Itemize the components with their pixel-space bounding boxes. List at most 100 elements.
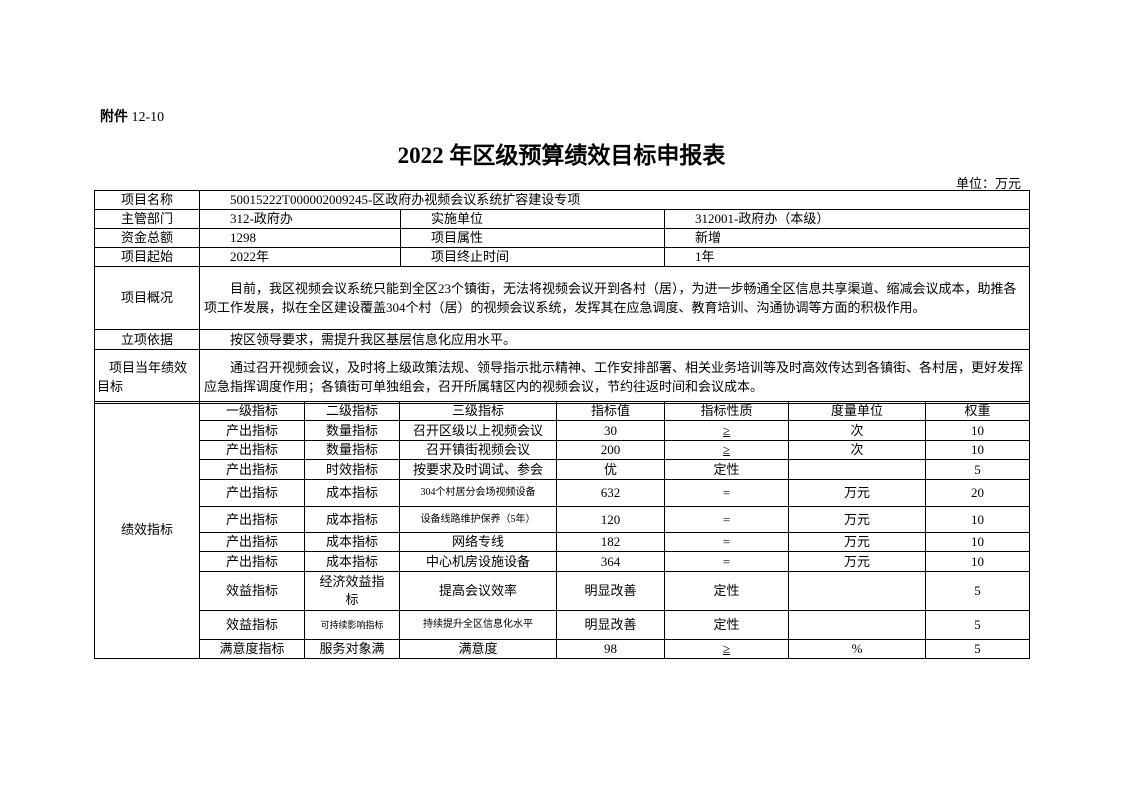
cell-label: 项目概况 [94,266,200,330]
indicator-cell: 可持续影响指标 [304,610,400,640]
cell-label: 项目名称 [94,190,200,210]
attachment-number: 12-10 [131,110,165,125]
indicator-cell: 定性 [664,610,789,640]
indicator-cell: 经济效益指标 [304,571,400,611]
indicator-cell [788,459,926,480]
indicator-cell: 次 [788,420,926,441]
indicator-row: 产出指标 数量指标 召开区级以上视频会议 30 ≥ 次 10 [95,420,1030,441]
indicator-cell: 提高会议效率 [399,571,557,611]
cell-label: 项目起始 [94,247,200,267]
dept: 312-政府办 [199,209,401,229]
indicator-cell: % [788,639,926,659]
indicator-cell: 632 [556,479,665,507]
indicator-cell: 产出指标 [199,506,305,533]
info-table: 项目名称 50015222T000002009245-区政府办视频会议系统扩容建设… [94,190,1030,404]
indicator-row: 效益指标 经济效益指标 提高会议效率 明显改善 定性 5 [95,571,1030,611]
table-row: 立项依据 按区领导要求，需提升我区基层信息化应用水平。 [94,329,1030,350]
indicator-cell: 30 [556,420,665,441]
cell-label: 项目终止时间 [400,247,665,267]
indicator-cell: 5 [925,610,1030,640]
overview: 目前，我区视频会议系统只能到全区23个镇街，无法将视频会议开到各村（居），为进一… [199,266,1030,330]
indicator-cell: = [664,479,789,507]
indicator-row: 产出指标 成本指标 304个村居分会场视频设备 632 = 万元 20 [95,479,1030,507]
indicator-cell: 产出指标 [199,440,305,460]
indicator-cell: 304个村居分会场视频设备 [399,479,557,507]
indicator-cell: 10 [925,551,1030,572]
table-row: 项目概况 目前，我区视频会议系统只能到全区23个镇街，无法将视频会议开到各村（居）… [94,266,1030,330]
page-title: 2022 年区级预算绩效目标申报表 [0,136,1123,170]
title-year: 2022 [397,143,444,168]
header-cell: 度量单位 [788,401,926,421]
fund: 1298 [199,228,401,248]
table-row: 项目起始 2022年 项目终止时间 1年 [94,247,1030,267]
attr: 新增 [664,228,1030,248]
indicator-cell: 持续提升全区信息化水平 [399,610,557,640]
indicator-cell: 网络专线 [399,532,557,552]
indicator-cell: 成本指标 [304,506,400,533]
indicator-cell: = [664,551,789,572]
indicator-cell: 万元 [788,506,926,533]
indicator-cell: 万元 [788,551,926,572]
indicator-cell: 产出指标 [199,479,305,507]
indicator-cell: 产出指标 [199,551,305,572]
indicator-cell: 120 [556,506,665,533]
cell-label: 主管部门 [94,209,200,229]
header-cell: 权重 [925,401,1030,421]
indicator-cell: 成本指标 [304,551,400,572]
indicator-row: 满意度指标 服务对象满 满意度 98 ≥% 5 [95,639,1030,659]
indicator-cell: 中心机房设施设备 [399,551,557,572]
table-row: 项目名称 50015222T000002009245-区政府办视频会议系统扩容建设… [94,190,1030,210]
indicator-cell: 万元 [788,479,926,507]
indicator-cell: 按要求及时调试、参会 [399,459,557,480]
indicator-cell: 定性 [664,571,789,611]
indicator-cell: = [664,506,789,533]
indicator-row: 效益指标 可持续影响指标 持续提升全区信息化水平 明显改善 定性 5 [95,610,1030,640]
cell-label: 立项依据 [94,329,200,350]
indicator-cell: 满意度指标 [199,639,305,659]
indicator-cell: 数量指标 [304,420,400,441]
indicator-cell: 时效指标 [304,459,400,480]
indicator-cell: 数量指标 [304,440,400,460]
indicator-row: 产出指标 成本指标 中心机房设施设备 364 = 万元 10 [95,551,1030,572]
indicator-cell: 产出指标 [199,459,305,480]
indicator-cell [788,571,926,611]
indicator-row: 产出指标 时效指标 按要求及时调试、参会优定性 5 [95,459,1030,480]
indicator-cell: = [664,532,789,552]
indicator-cell [788,610,926,640]
end: 1年 [664,247,1030,267]
indicator-cell: 182 [556,532,665,552]
indicator-cell: 服务对象满 [304,639,400,659]
table-row: 资金总额 1298 项目属性 新增 [94,228,1030,248]
indicator-row: 产出指标 成本指标 设备线路维护保养（5年） 120 = 万元 10 [95,506,1030,533]
table-row: 主管部门 312-政府办 实施单位 312001-政府办（本级） [94,209,1030,229]
indicator-cell: 产出指标 [199,420,305,441]
header-cell: 指标性质 [664,401,789,421]
indicator-cell: ≥ [664,639,789,659]
header-cell: 二级指标 [304,401,400,421]
indicator-cell: 20 [925,479,1030,507]
indicator-cell: 效益指标 [199,610,305,640]
header-cell: 三级指标 [399,401,557,421]
indicator-cell: 产出指标 [199,532,305,552]
attachment-text: 附件 [100,109,128,125]
indicator-cell: 次 [788,440,926,460]
indicator-cell: 设备线路维护保养（5年） [399,506,557,533]
cell-label: 项目当年绩效目标 [94,349,200,404]
indicator-cell: 10 [925,532,1030,552]
title-text: 年区级预算绩效目标申报表 [449,143,726,169]
indicator-header-row: 绩效指标 一级指标 二级指标 三级指标 指标值 指标性质 度量单位 权重 [94,401,1030,659]
indicator-table: 绩效指标 一级指标 二级指标 三级指标 指标值 指标性质 度量单位 权重 产出指标 数量指标 召开区… [94,401,1030,659]
indicator-cell: 效益指标 [199,571,305,611]
unit-label: 单位：万元 [955,176,1021,191]
cell-label: 项目属性 [400,228,665,248]
indicator-cell: 万元 [788,532,926,552]
header-cell: 一级指标 [199,401,305,421]
indicator-cell: 满意度 [399,639,557,659]
cell-label: 资金总额 [94,228,200,248]
header-cell: 指标值 [556,401,665,421]
indicator-cell: 5 [925,459,1030,480]
indicator-cell: 5 [925,571,1030,611]
table-row: 项目当年绩效目标 通过召开视频会议，及时将上级政策法规、领导指示批示精神、工作安排… [94,349,1030,404]
indicator-cell: 定性 [664,459,789,480]
